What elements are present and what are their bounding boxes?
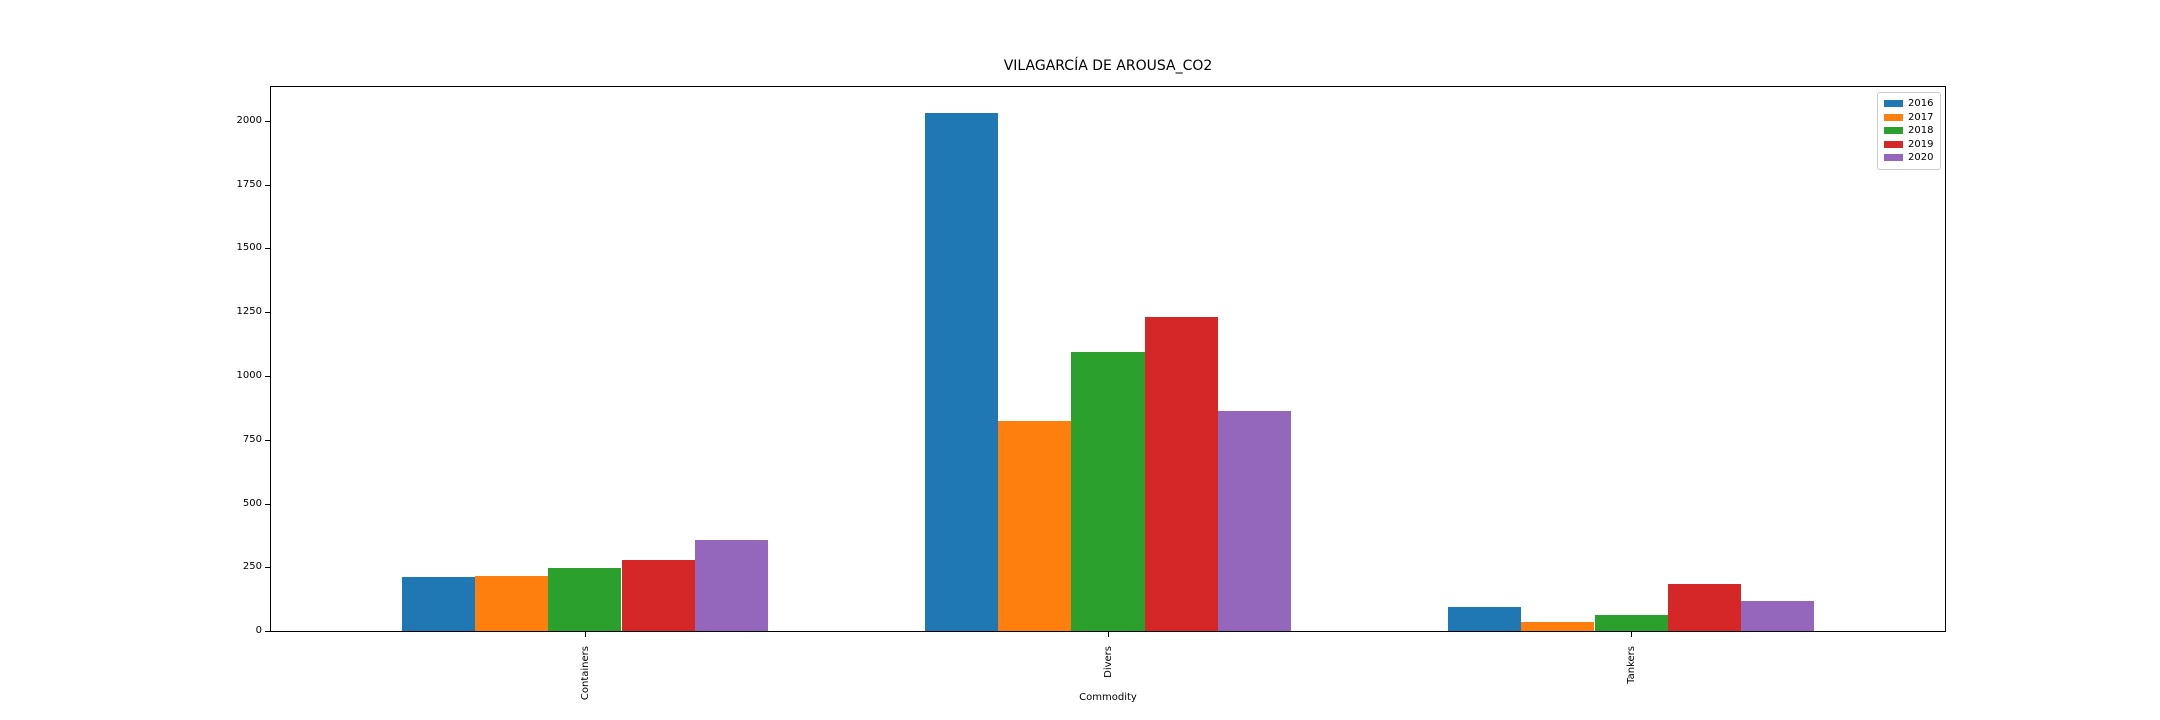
bar-2020-containers [694, 539, 768, 631]
y-tick-label: 250 [242, 561, 262, 573]
bar-2018-tankers [1594, 615, 1668, 631]
y-tick-mark [265, 503, 270, 505]
y-tick-label: 1000 [236, 370, 262, 381]
y-tick-mark [265, 631, 270, 632]
legend: 2016 2017 2018 2019 2020 [1877, 92, 1942, 170]
plot-area: 0 250 500 750 1000 1250 1500 1750 2000 Containers… [237, 86, 1946, 700]
y-tick-label: 1250 [236, 306, 262, 318]
x-tick-mark [1631, 632, 1633, 637]
y-tick-mark [265, 184, 270, 186]
legend-item: 2019 [1884, 138, 1933, 152]
legend-swatch-2019 [1884, 140, 1903, 148]
legend-item: 2018 [1884, 124, 1933, 138]
y-tick-mark [265, 120, 270, 122]
bar-2018-containers [548, 567, 622, 631]
y-tick-mark [265, 312, 270, 314]
legend-swatch-2017 [1884, 113, 1903, 121]
legend-label: 2019 [1908, 138, 1934, 150]
chart-title: VILAGARCÍA DE AROUSA_CO2 [1003, 58, 1213, 74]
bar-2016-divers [924, 113, 999, 631]
y-tick-label: 750 [242, 433, 262, 445]
bar-2019-tankers [1667, 584, 1741, 631]
legend-label: 2016 [1908, 98, 1934, 110]
legend-swatch-2016 [1884, 100, 1903, 108]
legend-item: 2017 [1884, 111, 1933, 125]
x-tick-mark [584, 632, 586, 637]
legend-swatch-2020 [1884, 154, 1903, 162]
bar-2017-containers [475, 576, 549, 631]
bar-2018-divers [1071, 352, 1145, 631]
bar-2017-divers [998, 420, 1072, 631]
y-tick-label: 2000 [236, 114, 262, 126]
y-tick-mark [265, 248, 270, 250]
legend-item: 2016 [1884, 97, 1933, 111]
y-tick-label: 0 [255, 625, 262, 636]
y-tick-label: 1500 [236, 242, 262, 254]
legend-label: 2018 [1908, 125, 1934, 137]
legend-item: 2020 [1884, 151, 1933, 165]
legend-label: 2020 [1908, 152, 1934, 164]
bar-2017-tankers [1521, 622, 1595, 631]
bar-2019-divers [1144, 317, 1218, 631]
bar-2020-tankers [1741, 600, 1815, 631]
y-tick-mark [265, 567, 270, 569]
y-tick-mark [265, 439, 270, 441]
bar-2019-containers [621, 560, 695, 631]
bar-2016-tankers [1448, 606, 1522, 631]
bar-2020-divers [1217, 411, 1292, 631]
y-tick-label: 500 [242, 497, 262, 509]
y-tick-mark [265, 376, 270, 377]
legend-label: 2017 [1908, 111, 1934, 123]
x-tick-mark [1108, 632, 1109, 637]
legend-swatch-2018 [1884, 127, 1903, 135]
y-tick-label: 1750 [236, 178, 262, 190]
x-axis-label: Commodity [1079, 692, 1137, 703]
bar-2016-containers [401, 577, 475, 631]
